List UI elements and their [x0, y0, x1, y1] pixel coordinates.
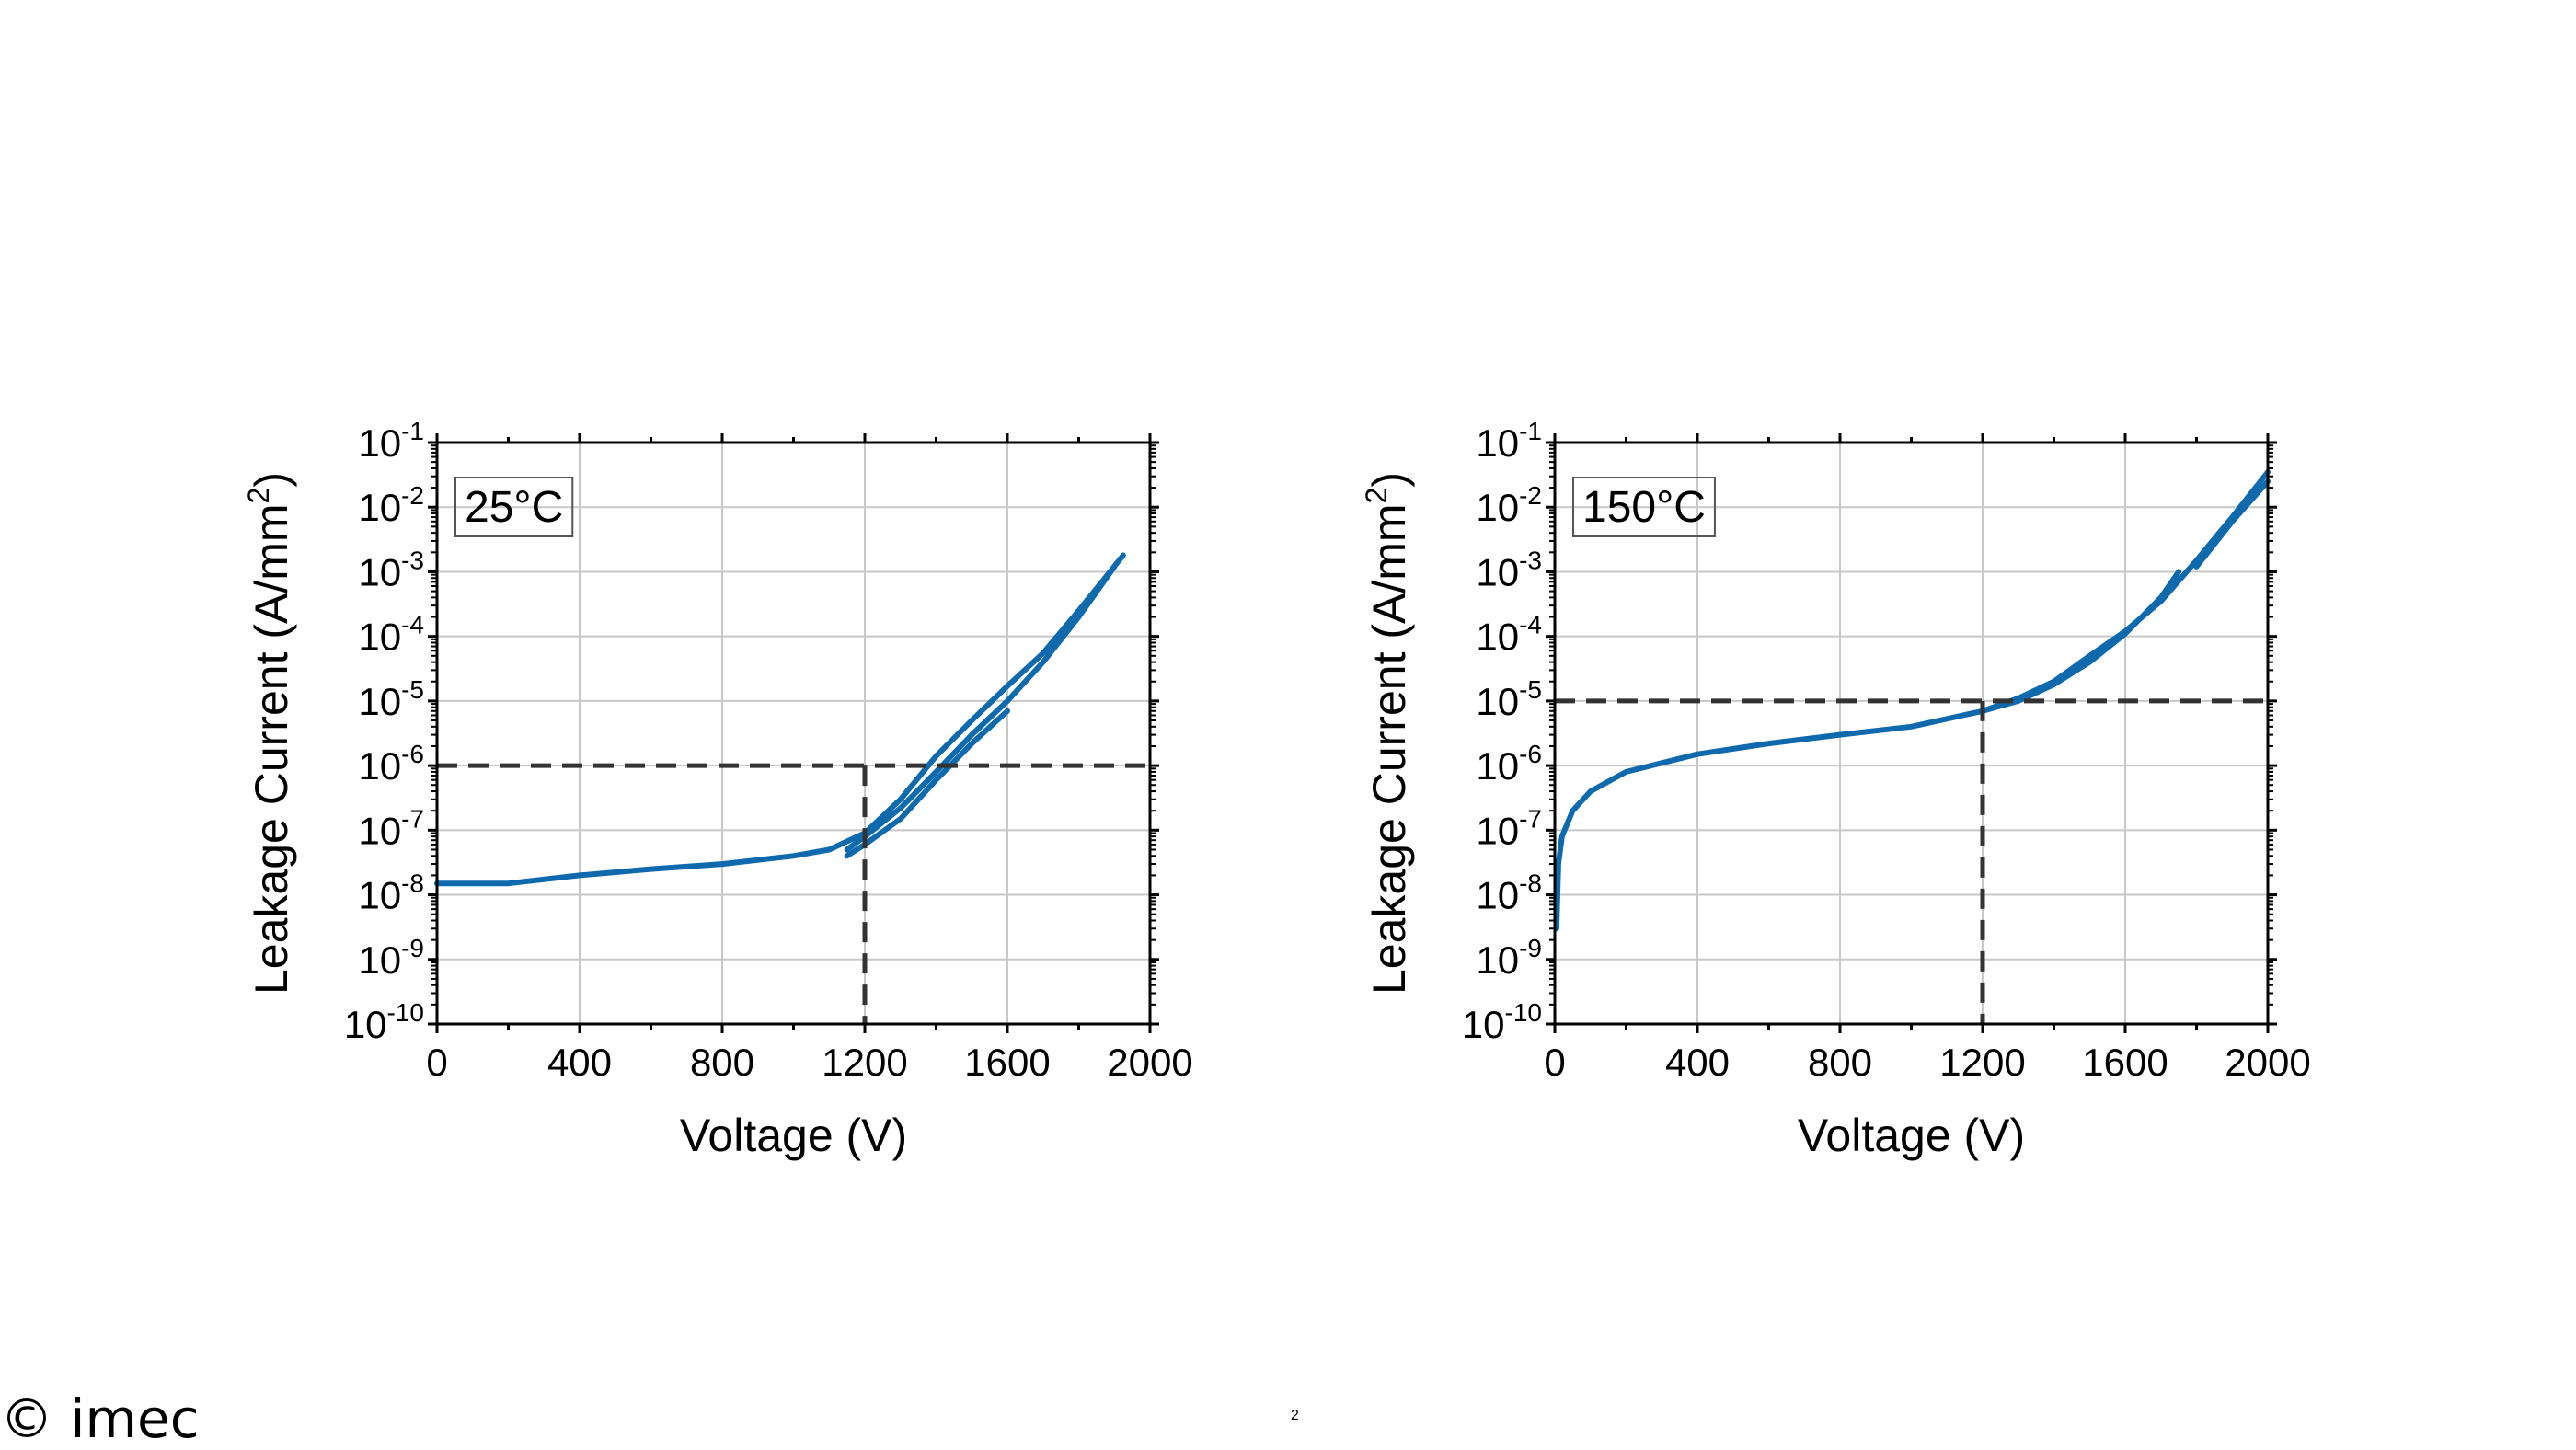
x-tick-label: 0	[426, 1041, 447, 1084]
temperature-label: 25°C	[454, 477, 574, 537]
y-tick-label: 10-3	[358, 546, 424, 593]
y-axis-label: Leakage Current (A/mm2)	[242, 472, 297, 995]
x-tick-label: 800	[690, 1041, 754, 1084]
x-tick-label: 2000	[1107, 1041, 1192, 1084]
temperature-label-text: 25°C	[465, 483, 563, 532]
y-tick-label: 10-2	[358, 481, 424, 529]
x-tick-label: 1200	[822, 1041, 907, 1084]
y-tick-label: 10-1	[358, 417, 424, 465]
temperature-label-box	[454, 477, 574, 537]
y-tick-label: 10-5	[358, 675, 424, 723]
y-tick-label: 10-9	[358, 934, 424, 982]
page-number: 2	[1291, 1408, 1299, 1423]
x-tick-label: 400	[547, 1041, 612, 1084]
x-tick-label: 1600	[964, 1041, 1050, 1084]
y-tick-label: 10-4	[358, 611, 424, 659]
copyright-footer: © imec	[0, 1387, 200, 1450]
y-tick-label: 10-6	[358, 740, 424, 788]
series-line-2	[844, 563, 1118, 853]
y-tick-label: 10-10	[344, 998, 424, 1046]
y-tick-label: 10-8	[358, 869, 424, 917]
series-line-1	[434, 552, 1126, 887]
y-tick-label: 10-7	[358, 804, 424, 852]
series-line-3	[844, 708, 1010, 859]
x-axis-label: Voltage (V)	[680, 1110, 907, 1161]
